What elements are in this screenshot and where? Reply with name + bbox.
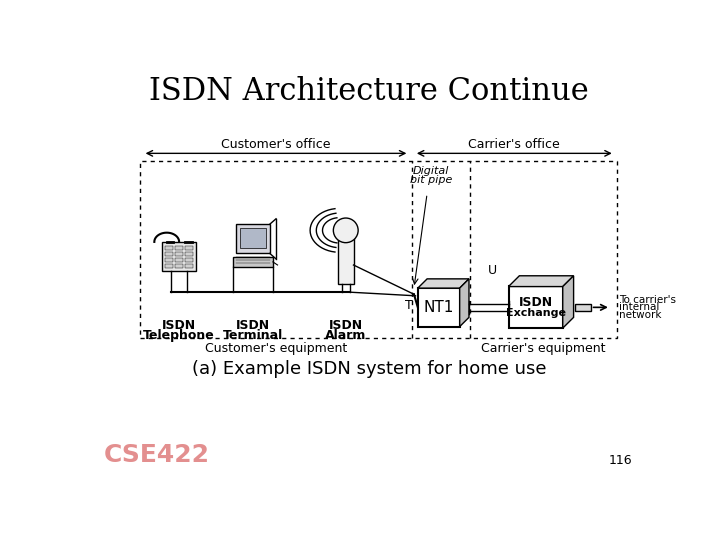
Bar [165, 258, 173, 262]
Text: Terminal: Terminal [222, 329, 283, 342]
Text: CSE422: CSE422 [104, 443, 210, 467]
Bar [185, 246, 193, 249]
Text: Alarm: Alarm [325, 329, 366, 342]
Text: network: network [619, 310, 662, 320]
Bar [175, 264, 183, 268]
Bar [165, 252, 173, 256]
Bar [508, 286, 563, 328]
Text: bit pipe: bit pipe [410, 175, 452, 185]
Bar [175, 252, 183, 256]
Text: (a) Example ISDN system for home use: (a) Example ISDN system for home use [192, 360, 546, 378]
Text: Telephone: Telephone [143, 329, 215, 342]
Text: Digital: Digital [413, 166, 449, 177]
Bar [235, 224, 270, 253]
Text: Customer's equipment: Customer's equipment [205, 342, 347, 355]
Bar [165, 246, 173, 249]
Text: To carrier's: To carrier's [619, 295, 676, 305]
Bar [140, 161, 617, 338]
Text: NT1: NT1 [423, 300, 454, 315]
Text: ISDN: ISDN [235, 319, 270, 332]
Circle shape [333, 218, 358, 242]
Bar [233, 257, 273, 267]
Text: Customer's office: Customer's office [221, 138, 330, 151]
Text: Carrier's equipment: Carrier's equipment [481, 342, 606, 355]
Bar [575, 303, 590, 311]
Text: T: T [405, 299, 413, 312]
Text: internal: internal [619, 302, 660, 312]
Text: ISDN: ISDN [162, 319, 196, 332]
Bar [338, 238, 354, 284]
Text: ISDN Architecture Continue: ISDN Architecture Continue [149, 76, 589, 107]
Bar [162, 242, 196, 271]
Polygon shape [418, 279, 469, 288]
Bar [185, 264, 193, 268]
Bar [185, 252, 193, 256]
Polygon shape [459, 279, 469, 327]
Text: ISDN: ISDN [329, 319, 363, 332]
Text: Exchange: Exchange [505, 308, 566, 318]
Bar [185, 258, 193, 262]
Bar [240, 228, 266, 248]
Bar [175, 258, 183, 262]
Text: ISDN: ISDN [518, 296, 553, 309]
Polygon shape [508, 276, 574, 287]
Bar [175, 246, 183, 249]
Polygon shape [563, 276, 574, 328]
Bar [165, 264, 173, 268]
Bar [418, 288, 461, 327]
Text: U: U [488, 264, 498, 278]
Text: Carrier's office: Carrier's office [469, 138, 560, 151]
Text: 116: 116 [609, 454, 632, 467]
